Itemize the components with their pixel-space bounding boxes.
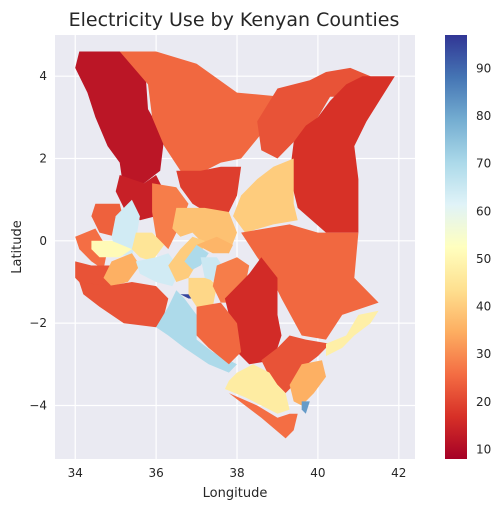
colorbar-tick-label: 20 (476, 395, 491, 409)
x-axis-label: Longitude (203, 486, 268, 501)
x-tick-labels: 34 36 38 40 42 (68, 466, 407, 480)
x-tick-label: 36 (148, 466, 163, 480)
county-region (224, 364, 290, 414)
colorbar-tick-label: 50 (476, 252, 491, 266)
county-region (176, 166, 242, 217)
y-axis-label: Latitude (10, 220, 25, 274)
colorbar-tick-label: 40 (476, 300, 491, 314)
county-region (301, 401, 310, 414)
colorbar-tick-label: 60 (476, 204, 491, 218)
county-region (152, 183, 189, 250)
county-region (91, 240, 132, 258)
y-tick-label: −2 (29, 316, 47, 330)
county-region (241, 224, 379, 340)
county-region (135, 253, 181, 287)
colorbar (445, 35, 467, 459)
county-region (156, 290, 237, 373)
county-region (131, 232, 165, 262)
county-region (79, 282, 169, 328)
county-region (188, 277, 217, 307)
colorbar-tick-label: 80 (476, 109, 491, 123)
x-tick-label: 40 (310, 466, 325, 480)
county-region (75, 228, 108, 270)
x-tick-label: 42 (391, 466, 406, 480)
colorbar-tick-labels: 10 20 30 40 50 60 70 80 90 (476, 61, 491, 456)
county-region (196, 236, 233, 254)
county-region (224, 257, 282, 365)
y-tick-label: 4 (39, 69, 47, 83)
county-region (184, 244, 209, 270)
county-regions (75, 51, 395, 439)
x-tick-label: 38 (229, 466, 244, 480)
colorbar-tick-label: 90 (476, 61, 491, 75)
x-tick-label: 34 (68, 466, 83, 480)
y-tick-label: 0 (39, 234, 47, 248)
colorbar-tick-label: 30 (476, 347, 491, 361)
county-region (289, 76, 395, 233)
chart-title: Electricity Use by Kenyan Counties (69, 9, 400, 31)
colorbar-tick-label: 10 (476, 442, 491, 456)
county-region (233, 158, 298, 233)
y-tick-label: −4 (29, 398, 47, 412)
county-region (326, 310, 379, 357)
y-tick-label: 2 (39, 151, 47, 165)
county-region (196, 302, 242, 365)
y-tick-labels: 4 2 0 −2 −4 (29, 69, 47, 412)
county-region (119, 51, 282, 175)
county-region (228, 393, 298, 439)
county-region (289, 360, 326, 406)
county-region (111, 199, 140, 258)
county-region (103, 253, 140, 287)
county-region (261, 335, 331, 394)
county-region (75, 51, 165, 192)
colorbar-tick-label: 70 (476, 157, 491, 171)
